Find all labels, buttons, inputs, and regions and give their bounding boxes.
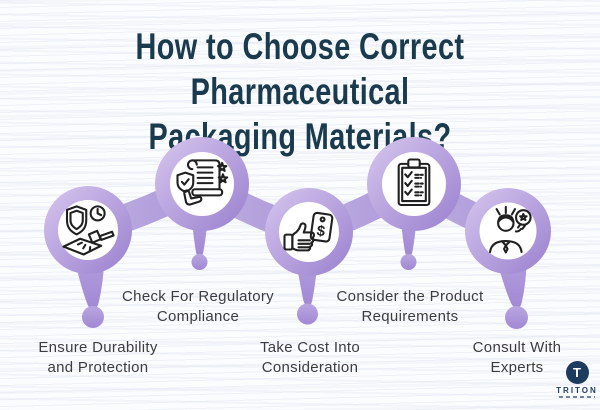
step-label-line: Experts bbox=[490, 358, 544, 376]
step-label-line: Ensure Durability bbox=[38, 339, 158, 356]
step-label-experts: Consult With Experts bbox=[473, 338, 562, 377]
product-requirements-clipboard-icon bbox=[386, 156, 442, 212]
step-label-line: Requirements bbox=[361, 307, 459, 325]
step-label-product: Consider the Product Requirements bbox=[337, 287, 484, 326]
regulatory-compliance-icon bbox=[174, 156, 230, 212]
triton-logo-text: TRITON bbox=[556, 386, 598, 395]
step-label-line: Consult With bbox=[472, 339, 562, 356]
step-label-line: Compliance bbox=[156, 307, 240, 325]
step-label-durability: Ensure Durability and Protection bbox=[38, 338, 157, 377]
step-label-line: Consideration bbox=[261, 358, 359, 376]
step-label-compliance: Check For Regulatory Compliance bbox=[122, 287, 274, 326]
step-label-line: Consider the Product bbox=[336, 288, 484, 305]
triton-logo-mark: T bbox=[565, 361, 589, 384]
step-label-line: Check For Regulatory bbox=[122, 288, 274, 305]
dollar-sign-glyph: $ bbox=[316, 223, 327, 240]
step-label-cost: Take Cost Into Consideration bbox=[260, 338, 360, 377]
step-label-line: Take Cost Into bbox=[259, 339, 361, 356]
cost-thumbs-up-tag-icon: $ bbox=[281, 204, 337, 260]
durability-test-icon bbox=[60, 202, 116, 258]
page-title-line1: How to Choose Correct Pharmaceutical bbox=[135, 26, 465, 112]
step-label-line: and Protection bbox=[47, 358, 149, 376]
triton-logo-tagline-rule bbox=[559, 396, 595, 398]
triton-logo: T TRITON bbox=[554, 361, 600, 398]
consult-experts-icon bbox=[480, 203, 536, 259]
